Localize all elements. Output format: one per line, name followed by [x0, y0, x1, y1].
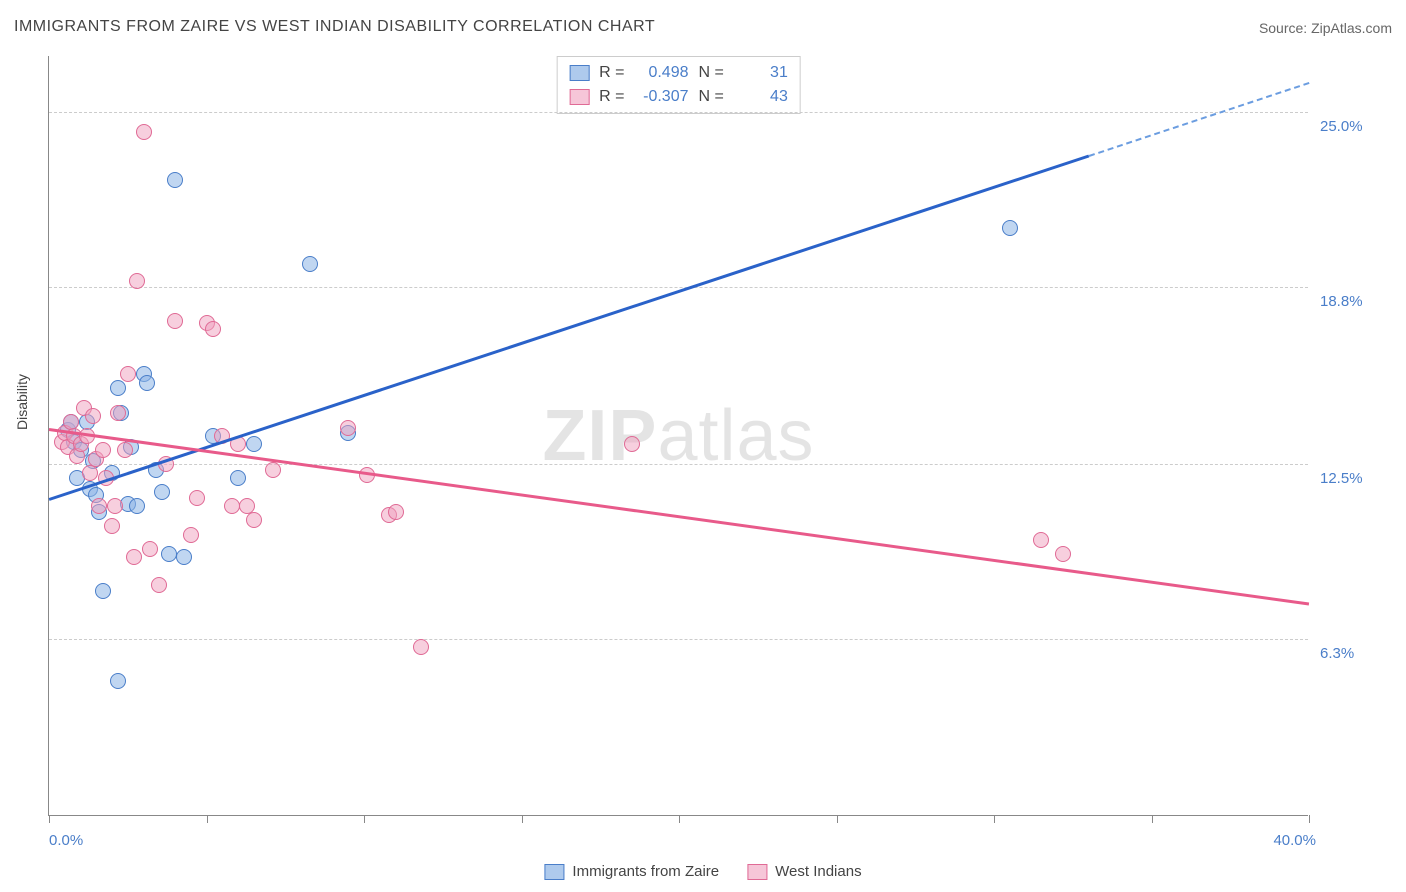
n-value-zaire: 31 — [734, 61, 788, 85]
data-point-westindian — [265, 462, 281, 478]
data-point-westindian — [142, 541, 158, 557]
data-point-westindian — [91, 498, 107, 514]
x-tick — [837, 815, 838, 823]
data-point-westindian — [117, 442, 133, 458]
data-point-westindian — [129, 273, 145, 289]
r-value-westindian: -0.307 — [635, 85, 689, 109]
data-point-westindian — [151, 577, 167, 593]
y-tick-label: 6.3% — [1320, 645, 1380, 662]
y-tick-label: 12.5% — [1320, 470, 1380, 487]
data-point-zaire — [95, 583, 111, 599]
data-point-westindian — [205, 321, 221, 337]
data-point-westindian — [189, 490, 205, 506]
data-point-zaire — [1002, 220, 1018, 236]
gridline-horizontal — [49, 464, 1308, 465]
data-point-westindian — [413, 639, 429, 655]
legend-label-westindian: West Indians — [775, 863, 861, 880]
x-min-label: 0.0% — [49, 832, 83, 849]
x-tick — [1152, 815, 1153, 823]
chart-container: IMMIGRANTS FROM ZAIRE VS WEST INDIAN DIS… — [0, 0, 1406, 892]
trendline-dashed — [1088, 81, 1309, 156]
x-max-label: 40.0% — [1273, 832, 1316, 849]
data-point-zaire — [167, 172, 183, 188]
data-point-zaire — [154, 484, 170, 500]
data-point-westindian — [107, 498, 123, 514]
x-tick — [679, 815, 680, 823]
trendline-pink — [49, 428, 1309, 605]
gridline-horizontal — [49, 112, 1308, 113]
swatch-pink-icon — [747, 864, 767, 880]
x-tick — [49, 815, 50, 823]
data-point-westindian — [340, 420, 356, 436]
n-label: N = — [699, 85, 724, 109]
data-point-westindian — [167, 313, 183, 329]
y-axis-title: Disability — [14, 374, 30, 430]
chart-title: IMMIGRANTS FROM ZAIRE VS WEST INDIAN DIS… — [14, 18, 655, 36]
n-label: N = — [699, 61, 724, 85]
data-point-zaire — [110, 380, 126, 396]
swatch-pink-icon — [569, 89, 589, 105]
data-point-westindian — [110, 405, 126, 421]
r-label: R = — [599, 85, 624, 109]
data-point-zaire — [230, 470, 246, 486]
data-point-westindian — [183, 527, 199, 543]
x-tick — [522, 815, 523, 823]
gridline-horizontal — [49, 639, 1308, 640]
y-tick-label: 18.8% — [1320, 293, 1380, 310]
bottom-legend: Immigrants from Zaire West Indians — [544, 863, 861, 880]
x-tick — [207, 815, 208, 823]
x-tick — [1309, 815, 1310, 823]
plot-area: ZIPatlas R = 0.498 N = 31 R = -0.307 N =… — [48, 56, 1308, 816]
gridline-horizontal — [49, 287, 1308, 288]
legend-item-westindian: West Indians — [747, 863, 861, 880]
x-tick — [364, 815, 365, 823]
data-point-zaire — [129, 498, 145, 514]
x-tick — [994, 815, 995, 823]
data-point-westindian — [104, 518, 120, 534]
data-point-zaire — [176, 549, 192, 565]
data-point-westindian — [388, 504, 404, 520]
data-point-westindian — [224, 498, 240, 514]
y-tick-label: 25.0% — [1320, 118, 1380, 135]
data-point-zaire — [246, 436, 262, 452]
r-value-zaire: 0.498 — [635, 61, 689, 85]
source-name[interactable]: ZipAtlas.com — [1311, 20, 1392, 36]
data-point-westindian — [82, 465, 98, 481]
data-point-westindian — [120, 366, 136, 382]
source-label: Source: — [1259, 20, 1311, 36]
data-point-zaire — [139, 375, 155, 391]
data-point-zaire — [302, 256, 318, 272]
correlation-stats-box: R = 0.498 N = 31 R = -0.307 N = 43 — [556, 56, 801, 114]
legend-label-zaire: Immigrants from Zaire — [572, 863, 719, 880]
data-point-westindian — [1055, 546, 1071, 562]
data-point-zaire — [161, 546, 177, 562]
stats-row-zaire: R = 0.498 N = 31 — [569, 61, 788, 85]
data-point-westindian — [95, 442, 111, 458]
source-attribution: Source: ZipAtlas.com — [1259, 20, 1392, 36]
data-point-westindian — [136, 124, 152, 140]
swatch-blue-icon — [544, 864, 564, 880]
data-point-zaire — [110, 673, 126, 689]
data-point-westindian — [85, 408, 101, 424]
r-label: R = — [599, 61, 624, 85]
legend-item-zaire: Immigrants from Zaire — [544, 863, 719, 880]
stats-row-westindian: R = -0.307 N = 43 — [569, 85, 788, 109]
data-point-westindian — [624, 436, 640, 452]
swatch-blue-icon — [569, 65, 589, 81]
data-point-westindian — [1033, 532, 1049, 548]
data-point-westindian — [126, 549, 142, 565]
n-value-westindian: 43 — [734, 85, 788, 109]
data-point-westindian — [246, 512, 262, 528]
